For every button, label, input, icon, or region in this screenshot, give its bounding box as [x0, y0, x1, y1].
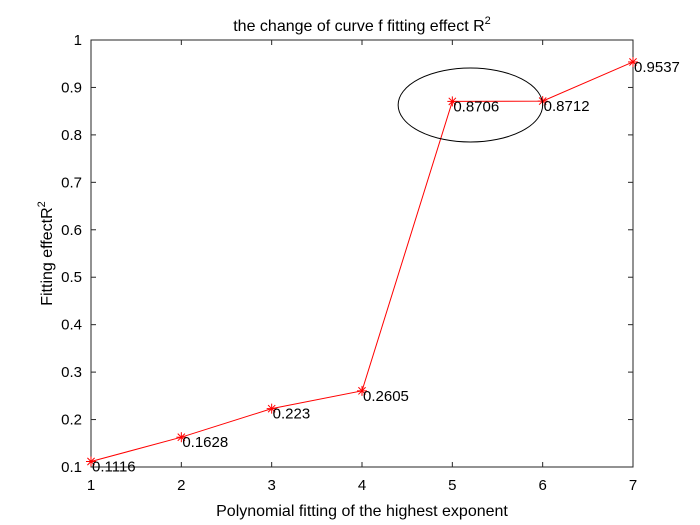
- y-tick-label: 0.4: [61, 317, 82, 334]
- data-label: 0.1116: [92, 458, 136, 475]
- x-tick-label: 7: [629, 477, 637, 494]
- data-label: 0.8706: [453, 98, 499, 115]
- y-tick-label: 0.9: [61, 79, 82, 96]
- marker-stroke: [267, 404, 276, 413]
- x-tick-label: 1: [87, 477, 95, 494]
- marker-stroke: [177, 433, 186, 442]
- data-label: 0.1628: [182, 434, 228, 451]
- y-tick-label: 0.5: [61, 269, 82, 286]
- marker-stroke: [87, 457, 95, 466]
- y-label-superscript: 2: [36, 201, 48, 207]
- y-tick-label: 1: [74, 32, 82, 49]
- data-point-marker: [357, 385, 367, 396]
- marker-stroke: [358, 386, 366, 395]
- y-tick-label: 0.7: [61, 174, 82, 191]
- y-axis-label: Fitting effectR2: [36, 201, 56, 306]
- y-tick-label: 0.6: [61, 222, 82, 239]
- x-axis-label: Polynomial fitting of the highest expone…: [216, 503, 508, 520]
- marker-stroke: [448, 97, 457, 106]
- x-tick-label: 6: [538, 477, 546, 494]
- y-tick-label: 0.3: [61, 364, 82, 381]
- x-tick-label: 3: [267, 477, 275, 494]
- data-point-marker: [266, 403, 277, 414]
- data-label: 0.223: [273, 406, 311, 423]
- chart-title: the change of curve f fitting effect R2: [233, 15, 491, 35]
- data-label: 0.2605: [363, 388, 409, 405]
- data-point-marker: [176, 432, 187, 443]
- data-point-marker: [447, 96, 458, 107]
- x-tick-label: 4: [358, 477, 366, 494]
- title-superscript: 2: [485, 15, 491, 27]
- data-label: 0.8712: [544, 98, 590, 115]
- marker-stroke: [629, 58, 637, 66]
- y-tick-label: 0.8: [61, 127, 82, 144]
- axes-ticks: 1 2 3 4 5 6 7 0.1 0.2 0.3 0.4 0.5 0.6 0.7 0.8 0.9 1: [61, 32, 637, 494]
- y-tick-label: 0.2: [61, 412, 82, 429]
- y-tick-label: 0.1: [61, 459, 82, 476]
- annotation-ellipse: [397, 67, 544, 143]
- data-point-marker: [628, 56, 638, 67]
- data-label: 0.9537: [634, 59, 680, 76]
- x-tick-label: 2: [177, 477, 185, 494]
- chart-marks: 0.1116 0.1628 0.223 0.2605 0.8706 0.8712 0.953…: [86, 56, 680, 475]
- x-tick-label: 5: [448, 477, 456, 494]
- data-point-marker: [86, 456, 96, 467]
